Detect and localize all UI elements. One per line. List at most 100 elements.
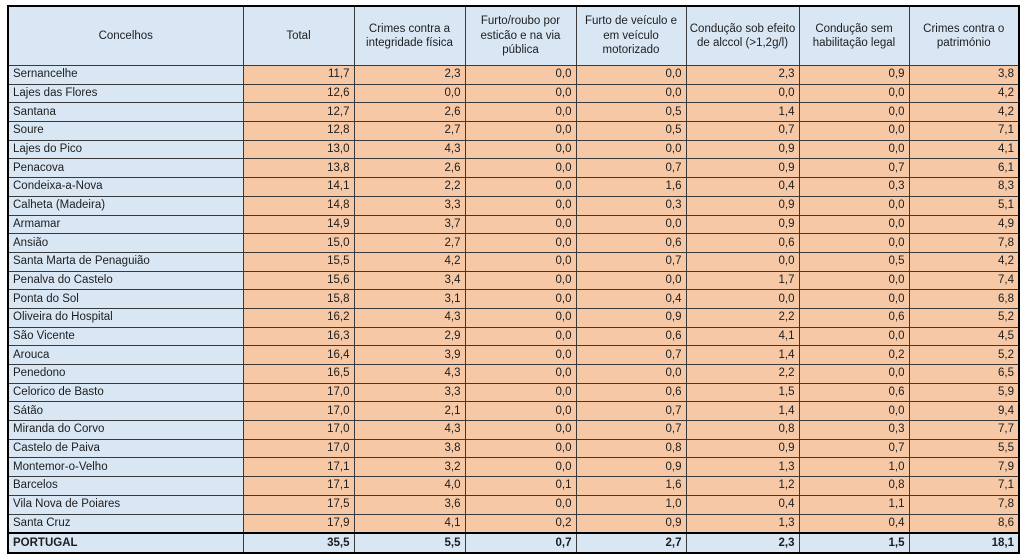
value-cell: 4,3 [353,307,466,328]
value-cell: 1,3 [685,513,800,534]
value-cell: 2,2 [685,364,800,384]
row-label: Ponta do Sol [7,289,244,309]
column-header: Furto de veículo e em veículo motorizado [575,5,687,66]
table-row: Calheta (Madeira) 14,8 3,3 0,0 0,3 0,9 0,0 5,1 [7,195,1020,216]
value-cell: 1,7 [685,270,800,291]
value-cell: 4,1 [908,139,1020,160]
value-cell: 0,0 [464,364,577,384]
value-cell: 11,7 [242,65,355,85]
value-cell: 13,0 [242,139,355,160]
value-cell: 0,0 [798,195,910,216]
value-cell: 3,8 [908,65,1020,85]
row-label: Penacova [7,158,244,179]
value-cell: 0,2 [464,513,577,534]
value-cell: 4,2 [908,102,1020,123]
value-cell: 0,0 [464,326,577,347]
value-cell: 2,3 [353,65,466,85]
value-cell: 0,0 [575,83,687,104]
row-label: Vila Nova de Poiares [7,494,244,515]
value-cell: 0,7 [685,121,800,141]
value-cell: 2,7 [353,121,466,141]
column-header: Condução sem habilitação legal [798,5,910,66]
value-cell: 0,9 [575,307,687,328]
value-cell: 5,5 [353,532,466,554]
value-cell: 0,7 [575,251,687,272]
column-header: Crimes contra a integridade física [353,5,466,66]
table-row: Celorico de Basto 17,0 3,3 0,0 0,6 1,5 0,6 5,9 [7,382,1020,403]
row-label: Santa Cruz [7,513,244,534]
value-cell: 0,0 [798,214,910,235]
value-cell: 2,3 [685,532,800,554]
value-cell: 0,0 [464,307,577,328]
row-label: Soure [7,121,244,141]
value-cell: 17,9 [242,513,355,534]
value-cell: 0,7 [798,438,910,459]
value-cell: 17,0 [242,420,355,440]
table-row: Arouca 16,4 3,9 0,0 0,7 1,4 0,2 5,2 [7,345,1020,365]
value-cell: 4,0 [353,476,466,496]
value-cell: 0,0 [464,177,577,197]
value-cell: 16,3 [242,326,355,347]
table-row: Oliveira do Hospital 16,2 4,3 0,0 0,9 2,2 0,6 5… [7,307,1020,328]
value-cell: 2,2 [685,307,800,328]
value-cell: 0,0 [464,65,577,85]
value-cell: 1,4 [685,345,800,365]
value-cell: 0,0 [464,345,577,365]
value-cell: 3,3 [353,382,466,403]
value-cell: 3,8 [353,438,466,459]
value-cell: 0,9 [685,214,800,235]
value-cell: 9,4 [908,401,1020,422]
value-cell: 0,7 [798,158,910,179]
value-cell: 12,6 [242,83,355,104]
value-cell: 15,0 [242,233,355,253]
value-cell: 0,0 [464,289,577,309]
value-cell: 4,3 [353,420,466,440]
value-cell: 6,1 [908,158,1020,179]
value-cell: 0,0 [464,158,577,179]
value-cell: 0,8 [798,476,910,496]
table-row: Santana 12,7 2,6 0,0 0,5 1,4 0,0 4,2 [7,102,1020,123]
footer-label: PORTUGAL [7,532,244,554]
value-cell: 4,1 [353,513,466,534]
value-cell: 2,1 [353,401,466,422]
value-cell: 0,4 [685,494,800,515]
value-cell: 0,0 [798,121,910,141]
value-cell: 1,4 [685,401,800,422]
value-cell: 1,6 [575,177,687,197]
value-cell: 0,6 [575,382,687,403]
value-cell: 1,3 [685,457,800,478]
value-cell: 0,0 [798,401,910,422]
table-row: Sernancelhe 11,7 2,3 0,0 0,0 2,3 0,9 3,8 [7,65,1020,85]
row-label: Penedono [7,364,244,384]
value-cell: 4,3 [353,139,466,160]
header-row: Concelhos Total Crimes contra a integridad… [7,5,1020,66]
value-cell: 2,2 [353,177,466,197]
value-cell: 14,8 [242,195,355,216]
row-label: Armamar [7,214,244,235]
row-label: Santa Marta de Penaguião [7,251,244,272]
value-cell: 0,0 [464,121,577,141]
row-label: Sernancelhe [7,65,244,85]
value-cell: 8,3 [908,177,1020,197]
value-cell: 0,1 [464,476,577,496]
value-cell: 0,6 [798,307,910,328]
row-label: Celorico de Basto [7,382,244,403]
value-cell: 2,6 [353,102,466,123]
table-row: Armamar 14,9 3,7 0,0 0,0 0,9 0,0 4,9 [7,214,1020,235]
table-body: Sernancelhe 11,7 2,3 0,0 0,0 2,3 0,9 3,8 Lajes d… [7,65,1020,554]
value-cell: 1,4 [685,102,800,123]
value-cell: 0,4 [798,513,910,534]
value-cell: 2,7 [353,233,466,253]
value-cell: 17,1 [242,457,355,478]
value-cell: 6,8 [908,289,1020,309]
value-cell: 13,8 [242,158,355,179]
value-cell: 0,5 [575,102,687,123]
table-row: Ansião 15,0 2,7 0,0 0,6 0,6 0,0 7,8 [7,233,1020,253]
value-cell: 3,9 [353,345,466,365]
table-row: Penedono 16,5 4,3 0,0 0,0 2,2 0,0 6,5 [7,364,1020,384]
value-cell: 17,0 [242,401,355,422]
value-cell: 0,0 [798,289,910,309]
value-cell: 0,0 [464,270,577,291]
value-cell: 0,9 [685,158,800,179]
value-cell: 1,0 [575,494,687,515]
